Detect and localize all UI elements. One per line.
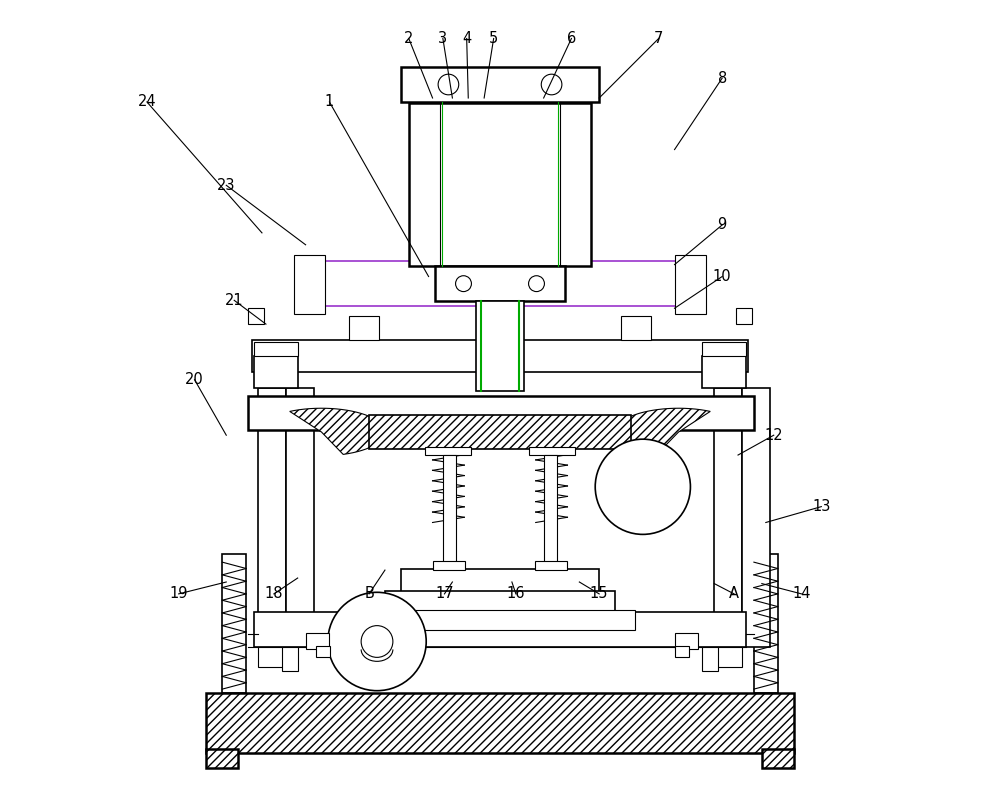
- Bar: [535, 561, 567, 570]
- Bar: [286, 388, 314, 647]
- Bar: [425, 447, 471, 455]
- Text: 13: 13: [812, 499, 831, 514]
- Bar: [258, 647, 290, 667]
- Text: 10: 10: [713, 269, 731, 284]
- Bar: [433, 561, 465, 570]
- Text: A: A: [729, 586, 739, 602]
- Text: 24: 24: [138, 94, 156, 109]
- Text: 19: 19: [169, 586, 188, 602]
- Text: 20: 20: [185, 372, 204, 388]
- Text: 1: 1: [325, 94, 334, 109]
- Text: 12: 12: [764, 427, 783, 443]
- Bar: [254, 612, 746, 647]
- Bar: [529, 447, 575, 455]
- Bar: [476, 301, 524, 391]
- Bar: [702, 342, 746, 356]
- Text: 18: 18: [265, 586, 283, 602]
- Bar: [365, 610, 635, 630]
- Bar: [282, 647, 298, 671]
- Bar: [742, 388, 770, 647]
- Circle shape: [438, 74, 459, 95]
- Bar: [754, 555, 778, 693]
- Bar: [349, 316, 379, 340]
- Text: 23: 23: [217, 177, 236, 193]
- Bar: [385, 590, 615, 611]
- Bar: [258, 388, 286, 647]
- Bar: [254, 356, 298, 388]
- Bar: [702, 647, 718, 671]
- Circle shape: [529, 276, 544, 292]
- Text: 17: 17: [435, 586, 454, 602]
- Text: 16: 16: [507, 586, 525, 602]
- Text: B: B: [364, 586, 374, 602]
- Text: 8: 8: [718, 70, 727, 85]
- Bar: [248, 396, 754, 431]
- Bar: [675, 646, 689, 658]
- Bar: [401, 67, 599, 102]
- Circle shape: [361, 626, 393, 658]
- Text: 2: 2: [404, 31, 413, 46]
- Bar: [294, 255, 325, 314]
- Bar: [252, 340, 748, 372]
- Circle shape: [541, 74, 562, 95]
- Bar: [248, 308, 264, 324]
- Bar: [369, 415, 631, 450]
- Polygon shape: [290, 408, 385, 455]
- Circle shape: [456, 276, 471, 292]
- Bar: [675, 255, 706, 314]
- Bar: [736, 308, 752, 324]
- Circle shape: [328, 592, 426, 690]
- Bar: [762, 749, 794, 768]
- Bar: [316, 646, 330, 658]
- Text: 7: 7: [654, 31, 663, 46]
- Polygon shape: [615, 408, 710, 455]
- Bar: [710, 647, 742, 667]
- Text: 6: 6: [567, 31, 576, 46]
- Circle shape: [595, 439, 690, 535]
- Bar: [443, 455, 456, 562]
- Bar: [316, 261, 684, 306]
- Text: 3: 3: [438, 31, 447, 46]
- Text: 4: 4: [462, 31, 471, 46]
- Bar: [621, 316, 651, 340]
- Text: 9: 9: [718, 217, 727, 233]
- Bar: [254, 342, 298, 356]
- Bar: [306, 633, 329, 649]
- Bar: [401, 569, 599, 592]
- Bar: [206, 749, 238, 768]
- Text: 15: 15: [590, 586, 608, 602]
- Bar: [222, 555, 246, 693]
- Bar: [544, 455, 557, 562]
- Bar: [435, 266, 565, 301]
- Text: 5: 5: [489, 31, 498, 46]
- Bar: [714, 388, 742, 647]
- Bar: [675, 633, 698, 649]
- Text: 14: 14: [792, 586, 811, 602]
- Bar: [409, 103, 591, 266]
- Bar: [206, 693, 794, 753]
- Bar: [702, 356, 746, 388]
- Text: 21: 21: [225, 292, 244, 308]
